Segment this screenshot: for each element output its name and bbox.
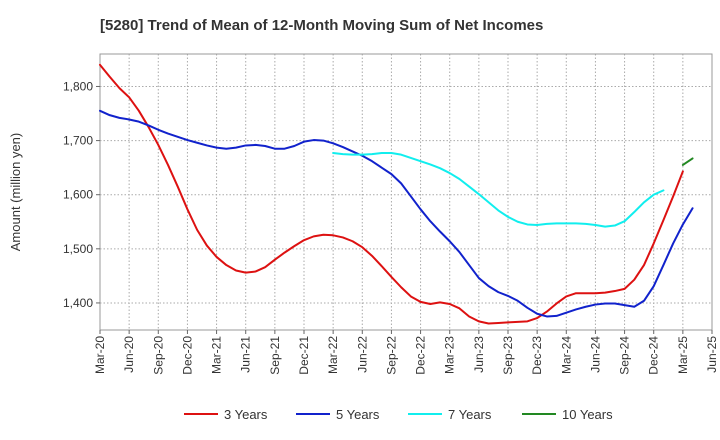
plot-area bbox=[99, 53, 713, 331]
x-tick-label: Jun-21 bbox=[239, 336, 253, 373]
x-tick-label: Dec-20 bbox=[180, 336, 194, 375]
legend-label: 7 Years bbox=[448, 407, 492, 422]
x-tick-label: Sep-24 bbox=[618, 336, 632, 375]
x-tick-label: Mar-24 bbox=[559, 336, 573, 374]
x-tick-label: Dec-23 bbox=[530, 336, 544, 375]
x-tick-label: Jun-20 bbox=[122, 336, 136, 373]
series-line-10-years bbox=[681, 157, 694, 166]
grid bbox=[99, 54, 713, 330]
x-tick-label: Mar-21 bbox=[210, 336, 224, 374]
legend: 3 Years 5 Years 7 Years 10 Years bbox=[184, 407, 613, 422]
legend-label: 5 Years bbox=[336, 407, 380, 422]
series-line-7-years bbox=[332, 152, 665, 228]
y-axis: 1,400 1,500 1,600 1,700 1,800 bbox=[63, 79, 100, 310]
x-tick-label: Jun-22 bbox=[355, 336, 369, 373]
series-line-5-years bbox=[99, 109, 694, 318]
x-tick-label: Sep-22 bbox=[384, 336, 398, 375]
y-tick-label: 1,700 bbox=[63, 134, 93, 148]
x-tick-label: Dec-24 bbox=[647, 336, 661, 375]
legend-label: 3 Years bbox=[224, 407, 268, 422]
x-tick-label: Mar-20 bbox=[93, 336, 107, 374]
legend-label: 10 Years bbox=[562, 407, 613, 422]
y-tick-label: 1,400 bbox=[63, 296, 93, 310]
series-line-3-years bbox=[99, 63, 684, 325]
x-tick-label: Dec-21 bbox=[297, 336, 311, 375]
y-tick-label: 1,600 bbox=[63, 188, 93, 202]
x-tick-label: Sep-23 bbox=[501, 336, 515, 375]
x-tick-label: Jun-24 bbox=[588, 336, 602, 373]
x-tick-label: Mar-23 bbox=[443, 336, 457, 374]
chart-title: [5280] Trend of Mean of 12-Month Moving … bbox=[100, 17, 543, 34]
x-tick-label: Dec-22 bbox=[414, 336, 428, 375]
x-tick-label: Mar-22 bbox=[326, 336, 340, 374]
x-tick-label: Sep-20 bbox=[151, 336, 165, 375]
x-tick-label: Jun-23 bbox=[472, 336, 486, 373]
x-tick-label: Jun-25 bbox=[705, 336, 719, 373]
series-layer bbox=[99, 63, 694, 325]
y-tick-label: 1,500 bbox=[63, 242, 93, 256]
x-axis: Mar-20 Jun-20 Sep-20 Dec-20 Mar-21 Jun-21 Sep-… bbox=[93, 330, 719, 375]
x-tick-label: Mar-25 bbox=[676, 336, 690, 374]
y-axis-label: Amount (million yen) bbox=[8, 133, 23, 252]
y-tick-label: 1,800 bbox=[63, 79, 93, 93]
x-tick-label: Sep-21 bbox=[268, 336, 282, 375]
